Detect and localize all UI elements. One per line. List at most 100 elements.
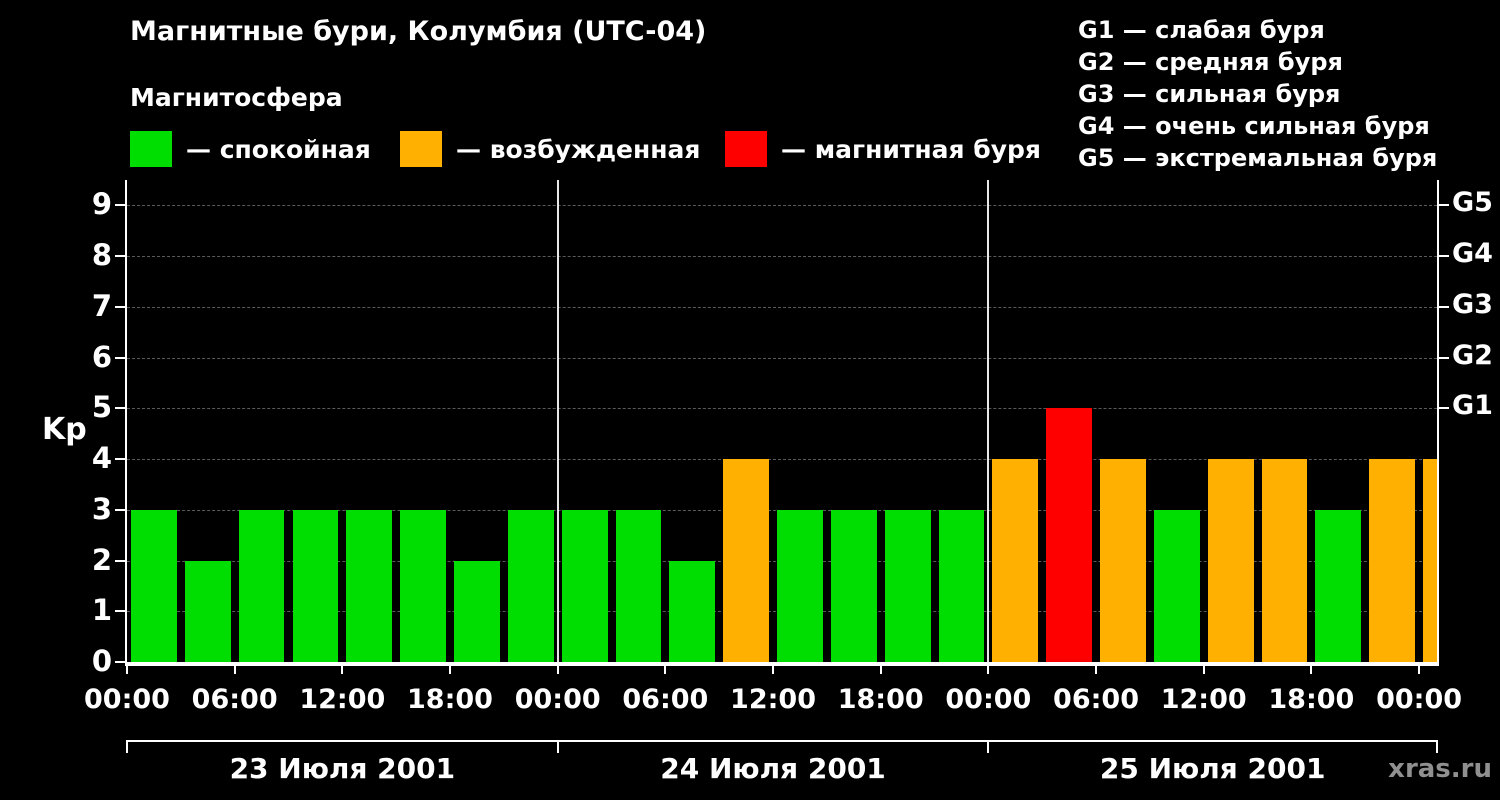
kp-bar xyxy=(669,560,716,662)
gridline-kp7 xyxy=(127,306,1437,308)
date-axis-tick xyxy=(126,740,128,753)
g-level-label-G5: G5 xyxy=(1452,187,1493,219)
x-tick-label-2: 12:00 xyxy=(299,684,386,715)
x-tick-label-3: 18:00 xyxy=(407,684,493,715)
y-tick-mark xyxy=(115,204,125,207)
g-level-label-G3: G3 xyxy=(1452,288,1493,320)
watermark: xras.ru xyxy=(1388,754,1492,784)
y-tick-label-0: 0 xyxy=(91,644,112,678)
legend-item-storm: — магнитная буря xyxy=(725,131,1041,167)
g-tick-mark xyxy=(1439,255,1449,258)
gridline-kp4 xyxy=(127,459,1437,461)
kp-bar-partial xyxy=(1423,459,1437,662)
kp-bar xyxy=(938,509,985,662)
x-tick-label-9: 06:00 xyxy=(1053,684,1140,715)
g-tick-mark xyxy=(1439,204,1449,207)
x-tick-label-12: 00:00 xyxy=(1376,684,1463,715)
x-tick-label-5: 06:00 xyxy=(622,684,709,715)
g-tick-mark xyxy=(1439,305,1449,308)
y-tick-mark xyxy=(115,661,125,663)
x-tick-mark xyxy=(664,666,667,674)
y-tick-label-2: 2 xyxy=(91,542,112,577)
kp-bar xyxy=(1369,459,1416,662)
kp-bar xyxy=(131,509,177,662)
x-tick-label-11: 18:00 xyxy=(1268,684,1355,715)
magnetosphere-label: Магнитосфера xyxy=(130,83,343,112)
kp-bar xyxy=(1046,408,1093,662)
x-tick-label-0: 00:00 xyxy=(84,684,170,715)
y-tick-mark xyxy=(115,610,125,613)
kp-bar xyxy=(615,509,662,662)
y-tick-label-7: 7 xyxy=(91,288,112,323)
legend-swatch-storm xyxy=(725,131,767,167)
y-tick-mark xyxy=(115,407,125,410)
kp-bar xyxy=(1207,459,1254,662)
date-label-1: 23 Июля 2001 xyxy=(229,752,456,785)
kp-bar xyxy=(723,459,770,662)
y-tick-mark xyxy=(115,458,125,461)
x-tick-mark xyxy=(1418,666,1421,674)
page-title: Магнитные бури, Колумбия (UTC-04) xyxy=(130,16,707,47)
kp-bar xyxy=(992,459,1039,662)
x-tick-mark xyxy=(233,666,236,674)
kp-bar xyxy=(561,509,608,662)
date-axis-tick xyxy=(1436,740,1438,753)
date-label-2: 24 Июля 2001 xyxy=(660,752,886,785)
kp-bar xyxy=(1261,459,1308,662)
kp-bar xyxy=(1100,459,1146,662)
y-tick-mark xyxy=(115,255,125,258)
legend-label-quiet: — спокойная xyxy=(186,134,371,164)
g-level-label-G2: G2 xyxy=(1452,339,1493,371)
kp-bar xyxy=(346,509,393,662)
x-tick-label-7: 18:00 xyxy=(837,684,924,715)
x-tick-mark xyxy=(1310,666,1313,674)
y-tick-label-9: 9 xyxy=(91,187,112,222)
g-level-label-G4: G4 xyxy=(1452,238,1493,270)
kp-bar xyxy=(830,509,877,662)
storm-scale-legend: G1 — слабая буря G2 — средняя буря G3 — си… xyxy=(1078,14,1437,174)
y-axis-title: Kp xyxy=(42,412,87,447)
kp-bar xyxy=(400,509,446,662)
legend-label-storm: — магнитная буря xyxy=(781,134,1041,164)
y-tick-mark xyxy=(115,305,125,308)
kp-bar xyxy=(884,509,931,662)
storm-scale-line-4: G4 — очень сильная буря xyxy=(1078,112,1430,140)
kp-bar xyxy=(1153,509,1200,662)
g-tick-mark xyxy=(1439,407,1449,410)
x-tick-mark xyxy=(341,666,344,674)
kp-bar xyxy=(238,509,285,662)
gridline-kp8 xyxy=(127,256,1437,258)
y-tick-label-1: 1 xyxy=(91,593,112,628)
x-tick-mark xyxy=(987,666,990,674)
g-tick-mark xyxy=(1439,356,1449,359)
g-level-label-G1: G1 xyxy=(1452,390,1493,422)
date-axis-line xyxy=(127,740,1437,742)
y-tick-label-5: 5 xyxy=(91,390,112,425)
x-tick-mark xyxy=(1095,666,1098,674)
y-tick-label-3: 3 xyxy=(91,491,112,526)
kp-bar xyxy=(292,509,339,662)
x-tick-mark xyxy=(126,666,128,674)
day-separator xyxy=(987,180,990,662)
gridline-kp9 xyxy=(127,205,1437,207)
legend-item-quiet: — спокойная xyxy=(130,131,371,167)
gridline-kp5 xyxy=(127,408,1437,410)
storm-scale-line-5: G5 — экстремальная буря xyxy=(1078,144,1438,172)
x-tick-label-8: 00:00 xyxy=(945,684,1032,715)
x-tick-mark xyxy=(556,666,559,674)
kp-bar xyxy=(507,509,554,662)
x-tick-mark xyxy=(1202,666,1205,674)
y-tick-label-6: 6 xyxy=(91,339,112,374)
y-tick-mark xyxy=(115,559,125,562)
kp-bar xyxy=(454,560,500,662)
x-tick-label-1: 06:00 xyxy=(191,684,278,715)
x-tick-mark xyxy=(879,666,882,674)
x-tick-mark xyxy=(449,666,451,674)
plot-area xyxy=(127,180,1437,662)
legend-label-disturbed: — возбужденная xyxy=(456,134,701,164)
storm-scale-line-1: G1 — слабая буря xyxy=(1078,16,1325,44)
kp-bar xyxy=(1315,509,1362,662)
storm-scale-line-2: G2 — средняя буря xyxy=(1078,48,1343,76)
kp-chart xyxy=(125,180,1439,666)
legend-swatch-disturbed xyxy=(400,131,442,167)
